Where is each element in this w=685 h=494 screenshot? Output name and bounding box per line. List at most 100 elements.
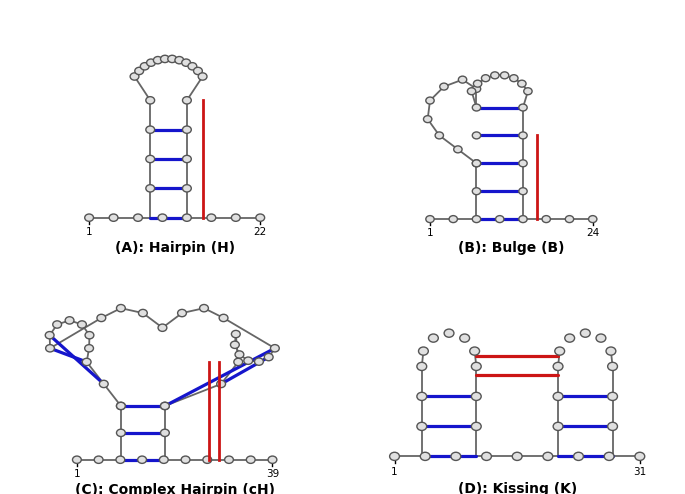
Ellipse shape (77, 321, 86, 328)
Ellipse shape (473, 160, 481, 167)
Text: 22: 22 (253, 227, 267, 237)
Ellipse shape (97, 314, 105, 322)
Ellipse shape (542, 215, 551, 223)
Ellipse shape (109, 214, 118, 221)
Ellipse shape (426, 97, 434, 104)
Text: (B): Bulge (B): (B): Bulge (B) (458, 241, 564, 255)
Ellipse shape (160, 456, 169, 463)
Ellipse shape (199, 304, 208, 312)
Ellipse shape (390, 453, 399, 460)
Ellipse shape (444, 329, 454, 337)
Ellipse shape (255, 358, 263, 365)
Ellipse shape (490, 72, 499, 79)
Ellipse shape (182, 155, 191, 163)
Ellipse shape (95, 456, 103, 463)
Ellipse shape (65, 317, 74, 324)
Ellipse shape (482, 75, 490, 82)
Ellipse shape (271, 345, 279, 352)
Ellipse shape (130, 73, 139, 80)
Ellipse shape (510, 75, 518, 82)
Ellipse shape (470, 347, 479, 355)
Ellipse shape (440, 83, 448, 90)
Ellipse shape (553, 392, 563, 401)
Ellipse shape (116, 402, 125, 410)
Text: 24: 24 (586, 228, 599, 238)
Ellipse shape (146, 97, 155, 104)
Ellipse shape (564, 334, 575, 342)
Ellipse shape (635, 453, 645, 460)
Ellipse shape (451, 453, 461, 460)
Ellipse shape (138, 309, 147, 317)
Text: 31: 31 (633, 467, 647, 477)
Ellipse shape (181, 456, 190, 463)
Ellipse shape (473, 80, 482, 87)
Ellipse shape (116, 456, 125, 463)
Text: 1: 1 (86, 227, 92, 237)
Ellipse shape (235, 351, 244, 358)
Ellipse shape (116, 304, 125, 312)
Ellipse shape (608, 362, 617, 370)
Ellipse shape (421, 453, 430, 460)
Ellipse shape (85, 331, 94, 339)
Ellipse shape (160, 402, 169, 410)
Ellipse shape (153, 56, 162, 64)
Ellipse shape (435, 132, 443, 139)
Ellipse shape (219, 314, 228, 322)
Ellipse shape (519, 160, 527, 167)
Ellipse shape (182, 214, 191, 221)
Ellipse shape (268, 456, 277, 463)
Ellipse shape (85, 345, 93, 352)
Ellipse shape (512, 453, 522, 460)
Ellipse shape (256, 214, 264, 221)
Ellipse shape (158, 214, 167, 221)
Ellipse shape (203, 456, 212, 463)
Ellipse shape (417, 392, 427, 401)
Ellipse shape (73, 456, 82, 463)
Ellipse shape (116, 402, 125, 410)
Ellipse shape (553, 362, 563, 370)
Ellipse shape (188, 63, 197, 70)
Ellipse shape (147, 59, 155, 66)
Ellipse shape (45, 331, 54, 339)
Ellipse shape (458, 76, 466, 83)
Ellipse shape (473, 188, 481, 195)
Ellipse shape (573, 453, 584, 460)
Ellipse shape (429, 334, 438, 342)
Ellipse shape (140, 63, 149, 70)
Ellipse shape (182, 59, 190, 66)
Ellipse shape (138, 456, 147, 463)
Ellipse shape (244, 357, 253, 365)
Ellipse shape (471, 392, 481, 401)
Ellipse shape (135, 67, 144, 75)
Ellipse shape (565, 215, 573, 223)
Text: 39: 39 (266, 469, 279, 479)
Ellipse shape (473, 132, 481, 139)
Ellipse shape (473, 104, 481, 111)
Ellipse shape (53, 321, 62, 328)
Ellipse shape (419, 347, 428, 355)
Ellipse shape (99, 380, 108, 388)
Ellipse shape (467, 88, 476, 95)
Ellipse shape (606, 347, 616, 355)
Ellipse shape (524, 88, 532, 95)
Ellipse shape (473, 215, 481, 223)
Ellipse shape (146, 155, 155, 163)
Ellipse shape (146, 126, 155, 133)
Ellipse shape (116, 429, 125, 437)
Ellipse shape (580, 329, 590, 337)
Ellipse shape (160, 429, 169, 437)
Ellipse shape (182, 185, 191, 192)
Ellipse shape (82, 358, 91, 366)
Ellipse shape (160, 402, 169, 410)
Ellipse shape (588, 215, 597, 223)
Ellipse shape (46, 345, 54, 352)
Text: 1: 1 (391, 467, 398, 477)
Ellipse shape (453, 146, 462, 153)
Text: 1: 1 (73, 469, 80, 479)
Ellipse shape (198, 73, 207, 80)
Ellipse shape (182, 97, 191, 104)
Ellipse shape (247, 456, 255, 463)
Ellipse shape (482, 453, 491, 460)
Ellipse shape (234, 358, 242, 366)
Ellipse shape (519, 215, 527, 223)
